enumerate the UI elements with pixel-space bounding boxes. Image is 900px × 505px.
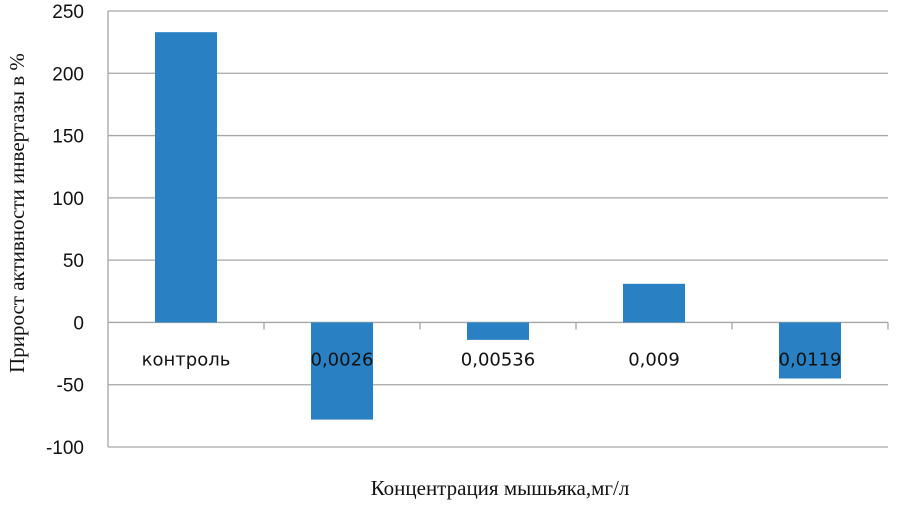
y-tick-label: 150 [52, 127, 84, 148]
x-category-label: 0,0119 [779, 349, 842, 370]
x-axis-title: Концентрация мышьяка,мг/л [370, 476, 630, 500]
y-tick-label: 50 [63, 251, 84, 272]
x-category-label: 0,0026 [311, 349, 374, 370]
x-category-label: 0,009 [628, 349, 680, 370]
x-category-label: 0,00536 [461, 349, 535, 370]
y-tick-label: -100 [46, 438, 84, 459]
y-tick-label: -50 [57, 376, 84, 397]
bar [623, 283, 685, 323]
y-tick-label: 100 [52, 189, 84, 210]
bar [467, 322, 529, 340]
y-tick-label: 0 [73, 313, 84, 334]
y-tick-label: 200 [52, 64, 84, 85]
y-axis-title: Прирост активности инвертазы в % [5, 53, 29, 373]
x-category-label: контроль [142, 349, 231, 370]
bar [155, 32, 217, 323]
bar [779, 322, 841, 379]
bar [311, 322, 373, 420]
y-tick-label: 250 [52, 2, 84, 23]
